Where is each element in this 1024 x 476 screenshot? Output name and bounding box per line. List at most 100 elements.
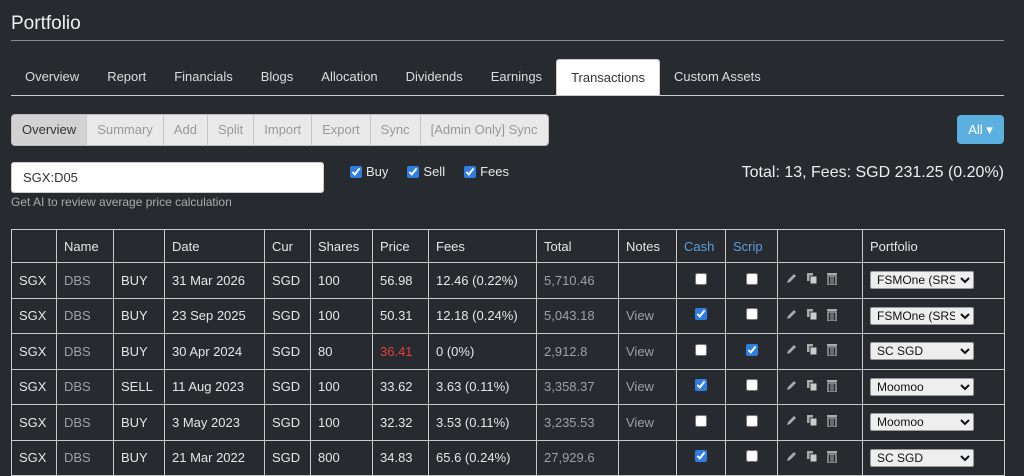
notes[interactable]: View	[626, 379, 654, 395]
tab[interactable]: Report	[107, 69, 147, 84]
notes-cell: View	[618, 368, 677, 405]
cash-cell	[676, 297, 726, 334]
edit-icon[interactable]	[785, 272, 798, 288]
filter-option[interactable]: Buy	[350, 164, 388, 179]
scrip-checkbox[interactable]	[745, 414, 758, 427]
edit-icon[interactable]	[785, 308, 798, 324]
portfolio-select[interactable]: Moomoo	[870, 377, 974, 396]
stock-name[interactable]: DBS	[64, 308, 91, 324]
delete-icon[interactable]	[826, 308, 838, 324]
date: 31 Mar 2026	[172, 272, 245, 288]
toolbar-button[interactable]: [Admin Only] Sync	[430, 122, 538, 137]
stock-name[interactable]: DBS	[64, 343, 91, 359]
currency: SGD	[272, 379, 301, 395]
toolbar-button[interactable]: Overview	[12, 115, 88, 145]
date-cell: 31 Mar 2026	[164, 262, 265, 299]
portfolio-select[interactable]: Moomoo	[870, 413, 974, 432]
copy-icon[interactable]	[806, 450, 818, 466]
portfolio-cell: FSMOne (SRS)	[862, 297, 1005, 334]
stock-name[interactable]: DBS	[64, 379, 91, 395]
toolbar-button[interactable]: Split	[208, 115, 255, 145]
copy-icon[interactable]	[806, 414, 818, 430]
notes-cell	[618, 262, 677, 299]
scrip-checkbox[interactable]	[745, 379, 758, 392]
portfolio-cell: SC SGD	[862, 333, 1005, 370]
cash-checkbox[interactable]	[695, 379, 707, 392]
filter-checkbox[interactable]	[350, 165, 362, 178]
stock-name[interactable]: DBS	[64, 414, 91, 430]
copy-icon[interactable]	[806, 343, 818, 359]
stock-name-cell: DBS	[56, 297, 114, 334]
portfolio-select[interactable]: FSMOne (SRS)	[870, 306, 974, 325]
copy-icon[interactable]	[806, 308, 818, 324]
total-cell: 3,235.53	[536, 404, 619, 441]
actions-cell	[777, 439, 863, 476]
portfolio-select[interactable]: SC SGD	[870, 342, 974, 361]
delete-icon[interactable]	[826, 414, 838, 430]
scrip-checkbox[interactable]	[745, 308, 758, 321]
notes[interactable]: View	[626, 308, 654, 324]
date-cell: 3 May 2023	[164, 404, 265, 441]
edit-icon[interactable]	[785, 450, 798, 466]
copy-icon[interactable]	[806, 272, 818, 288]
filter-option[interactable]: Fees	[464, 164, 509, 179]
copy-icon[interactable]	[806, 379, 818, 395]
delete-icon[interactable]	[826, 343, 838, 359]
cash-checkbox[interactable]	[695, 414, 707, 427]
tab[interactable]: Earnings	[490, 69, 543, 84]
action: BUY	[121, 414, 148, 430]
stock-name[interactable]: DBS	[64, 450, 91, 466]
edit-icon[interactable]	[785, 414, 798, 430]
filter-option[interactable]: Sell	[407, 164, 445, 179]
edit-icon[interactable]	[785, 379, 798, 395]
ai-hint-link[interactable]: Get AI to review average price calculati…	[11, 195, 232, 209]
fees-cell: 65.6 (0.24%)	[428, 439, 537, 476]
filter-checkbox[interactable]	[464, 165, 477, 178]
cash-checkbox[interactable]	[695, 343, 707, 356]
filter-label: Sell	[423, 164, 446, 179]
column-header: Cur	[264, 229, 311, 263]
tab[interactable]: Dividends	[405, 69, 463, 84]
scrip-cell	[725, 368, 778, 405]
cash-checkbox[interactable]	[695, 272, 707, 285]
portfolio-select[interactable]: SC SGD	[870, 448, 974, 467]
edit-icon[interactable]	[785, 343, 798, 359]
tab[interactable]: Custom Assets	[674, 69, 761, 84]
cash-checkbox[interactable]	[695, 450, 707, 463]
price-cell: 33.62	[372, 368, 429, 405]
toolbar-button[interactable]: Sync	[371, 115, 421, 145]
notes[interactable]: View	[626, 343, 654, 359]
tab[interactable]: Overview	[25, 69, 80, 84]
transaction-row: SGX DBS SELL 11 Aug 2023 SGD 100 33.62 3.63 (0.…	[11, 368, 1005, 405]
stock-name-cell: DBS	[56, 368, 114, 405]
fees-cell: 3.53 (0.11%)	[428, 404, 537, 441]
filter-checkbox[interactable]	[407, 165, 420, 178]
filter-dropdown[interactable]: All ▾	[957, 115, 1004, 144]
cash-cell	[676, 262, 726, 299]
toolbar-button[interactable]: Export	[312, 115, 371, 145]
tab[interactable]: Allocation	[321, 69, 378, 84]
currency: SGD	[272, 343, 301, 359]
cash-cell	[676, 333, 726, 370]
scrip-checkbox[interactable]	[745, 450, 758, 463]
delete-icon[interactable]	[826, 379, 838, 395]
notes[interactable]: View	[626, 414, 654, 430]
stock-name[interactable]: DBS	[64, 272, 91, 288]
column-header: Portfolio	[862, 229, 1005, 263]
price-cell: 36.41	[372, 333, 429, 370]
toolbar-button[interactable]: Import	[254, 115, 313, 145]
scrip-checkbox[interactable]	[745, 272, 758, 285]
fees: 65.6 (0.24%)	[436, 450, 511, 466]
tab[interactable]: Financials	[174, 69, 233, 84]
delete-icon[interactable]	[826, 450, 838, 466]
scrip-checkbox[interactable]	[745, 343, 758, 356]
exchange: SGX	[19, 414, 47, 430]
search-input[interactable]: SGX:D05	[11, 162, 324, 193]
toolbar-button[interactable]: Add	[164, 115, 208, 145]
delete-icon[interactable]	[826, 272, 838, 288]
portfolio-select[interactable]: FSMOne (SRS)	[870, 271, 974, 290]
tab[interactable]: Blogs	[260, 69, 294, 84]
tab[interactable]: Transactions	[556, 59, 660, 95]
toolbar-button[interactable]: Summary	[87, 115, 164, 145]
cash-checkbox[interactable]	[695, 308, 707, 321]
